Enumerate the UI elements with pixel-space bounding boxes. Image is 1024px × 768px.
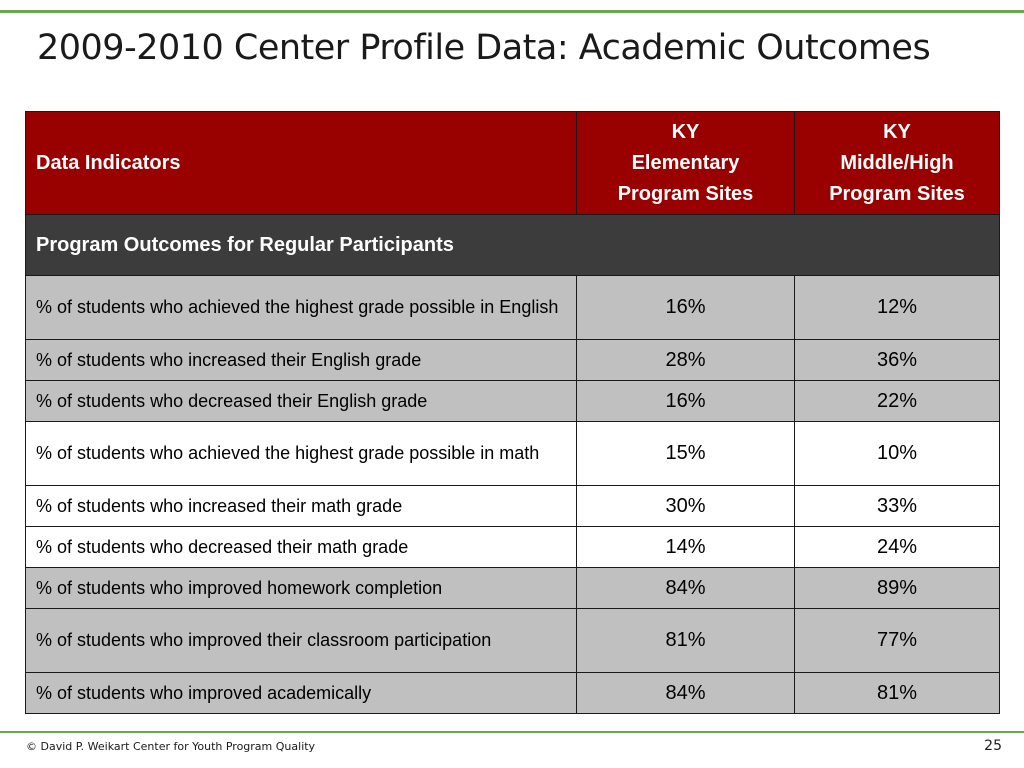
elementary-value: 14%	[576, 526, 795, 568]
table-row: % of students who decreased their Englis…	[25, 380, 1000, 422]
table-row: % of students who improved homework comp…	[25, 567, 1000, 609]
indicator-cell: % of students who increased their Englis…	[25, 339, 577, 381]
table-row: % of students who increased their math g…	[25, 485, 1000, 527]
header-middle-line3: Program Sites	[829, 182, 965, 205]
elementary-value: 15%	[576, 421, 795, 486]
elementary-value: 30%	[576, 485, 795, 527]
footer-copyright: © David P. Weikart Center for Youth Prog…	[26, 740, 316, 753]
middle-high-value: 10%	[794, 421, 1000, 486]
middle-high-value: 36%	[794, 339, 1000, 381]
header-data-indicators: Data Indicators	[25, 111, 577, 215]
middle-high-value: 24%	[794, 526, 1000, 568]
middle-high-value: 22%	[794, 380, 1000, 422]
table-row: % of students who improved academically …	[25, 672, 1000, 714]
indicator-cell: % of students who increased their math g…	[25, 485, 577, 527]
middle-high-value: 89%	[794, 567, 1000, 609]
indicator-cell: % of students who decreased their Englis…	[25, 380, 577, 422]
outcomes-table: Data Indicators KY Elementary Program Si…	[25, 111, 1000, 714]
top-divider	[0, 10, 1024, 13]
indicator-cell: % of students who decreased their math g…	[25, 526, 577, 568]
table-row: % of students who increased their Englis…	[25, 339, 1000, 381]
elementary-value: 16%	[576, 380, 795, 422]
bottom-divider	[0, 731, 1024, 733]
section-row: Program Outcomes for Regular Participant…	[25, 214, 1000, 276]
section-label: Program Outcomes for Regular Participant…	[25, 214, 1000, 276]
indicator-cell: % of students who achieved the highest g…	[25, 275, 577, 340]
middle-high-value: 12%	[794, 275, 1000, 340]
page-number: 25	[984, 738, 1002, 754]
elementary-value: 16%	[576, 275, 795, 340]
elementary-value: 28%	[576, 339, 795, 381]
header-middle-line2: Middle/High	[840, 151, 954, 174]
elementary-value: 84%	[576, 567, 795, 609]
header-elementary-line3: Program Sites	[617, 182, 754, 205]
header-middle-line1: KY	[883, 120, 911, 143]
elementary-value: 81%	[576, 608, 795, 673]
indicator-cell: % of students who improved homework comp…	[25, 567, 577, 609]
table-header-row: Data Indicators KY Elementary Program Si…	[25, 111, 1000, 215]
slide-title: 2009-2010 Center Profile Data: Academic …	[37, 28, 931, 68]
elementary-value: 84%	[576, 672, 795, 714]
header-ky-middle-high: KY Middle/High Program Sites	[794, 111, 1000, 215]
middle-high-value: 33%	[794, 485, 1000, 527]
table-row: % of students who improved their classro…	[25, 608, 1000, 673]
header-ky-elementary: KY Elementary Program Sites	[576, 111, 795, 215]
indicator-cell: % of students who achieved the highest g…	[25, 421, 577, 486]
middle-high-value: 77%	[794, 608, 1000, 673]
header-elementary-line1: KY	[671, 120, 700, 143]
table-row: % of students who decreased their math g…	[25, 526, 1000, 568]
table-row: % of students who achieved the highest g…	[25, 275, 1000, 340]
indicator-cell: % of students who improved academically	[25, 672, 577, 714]
header-elementary-line2: Elementary	[631, 151, 740, 174]
table-row: % of students who achieved the highest g…	[25, 421, 1000, 486]
indicator-cell: % of students who improved their classro…	[25, 608, 577, 673]
middle-high-value: 81%	[794, 672, 1000, 714]
